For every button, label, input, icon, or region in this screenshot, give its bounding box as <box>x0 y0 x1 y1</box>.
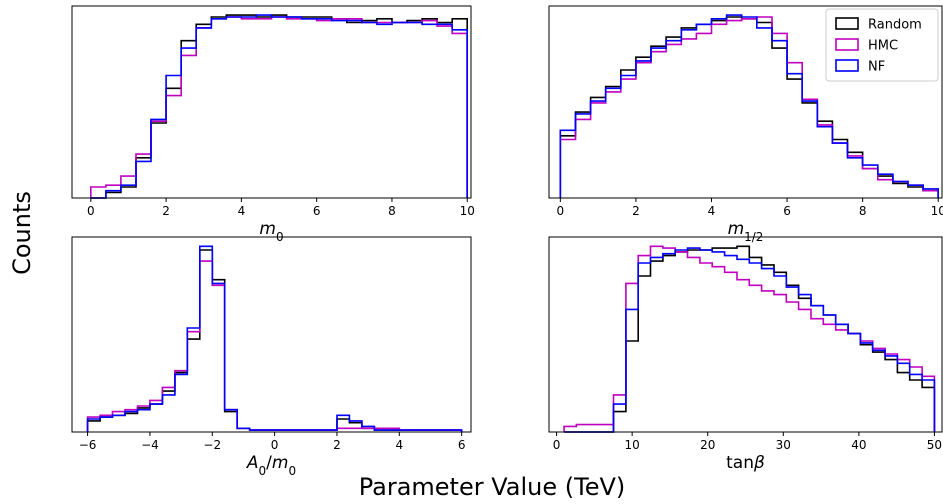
series-nf-step <box>564 247 936 433</box>
legend-swatch-hmc <box>835 38 859 51</box>
x-tick-label: 0 <box>553 438 561 452</box>
x-tick-label: 10 <box>624 438 639 452</box>
series-random-step <box>90 14 468 199</box>
legend: Random HMC NF <box>825 8 939 82</box>
series-hmc-step <box>86 260 463 432</box>
x-axis-label: A0/m0 <box>246 453 296 478</box>
figure-ylabel: Counts <box>8 191 36 275</box>
x-tick-label: 6 <box>783 204 791 218</box>
x-tick-label: 20 <box>700 438 715 452</box>
x-tick-label: 10 <box>931 204 943 218</box>
x-tick-label: −2 <box>203 438 221 452</box>
axes-frame <box>71 5 472 199</box>
axes-frame <box>548 236 943 433</box>
series-nf-step <box>559 14 939 198</box>
x-axis-label: m0 <box>259 219 283 244</box>
series-nf-step <box>86 245 463 432</box>
x-tick-label: 4 <box>395 438 403 452</box>
x-tick-label: 2 <box>162 204 170 218</box>
panel-4: 0 10 20 30 40 50 tanβ <box>548 236 943 473</box>
figure-xlabel: Parameter Value (TeV) <box>359 473 626 501</box>
series-random-step <box>86 249 463 432</box>
axes-frame <box>548 5 943 199</box>
x-tick-label: 8 <box>388 204 396 218</box>
x-tick-label: 6 <box>313 204 321 218</box>
axes-frame <box>71 236 472 433</box>
x-tick-label: −6 <box>79 438 97 452</box>
legend-label-random: Random <box>868 18 922 33</box>
x-tick-label: 4 <box>708 204 716 218</box>
x-tick-label: 0 <box>271 438 279 452</box>
series-hmc-step <box>563 245 936 432</box>
x-tick-label: 10 <box>460 204 475 218</box>
legend-swatch-random <box>835 17 859 30</box>
panel-1: 0 2 4 6 8 10 m0 <box>71 5 475 244</box>
x-tick-label: 4 <box>238 204 246 218</box>
x-tick-label: 40 <box>851 438 866 452</box>
x-tick-label: 6 <box>458 438 466 452</box>
legend-box <box>825 8 939 82</box>
x-tick-label: 50 <box>927 438 942 452</box>
series-nf-step <box>90 14 468 199</box>
x-tick-label: 8 <box>859 204 867 218</box>
legend-label-hmc: HMC <box>868 39 898 54</box>
x-axis-label: m1/2 <box>728 219 764 244</box>
x-tick-label: 0 <box>557 204 565 218</box>
x-tick-label: 30 <box>776 438 791 452</box>
x-tick-label: −4 <box>141 438 159 452</box>
panel-3: −6 −4 −2 0 2 4 6 A0/m0 <box>71 236 472 478</box>
legend-swatch-nf <box>835 59 859 72</box>
series-random-step <box>564 245 936 433</box>
x-tick-label: 2 <box>333 438 341 452</box>
series-hmc-step <box>90 16 468 198</box>
x-tick-label: 0 <box>87 204 95 218</box>
legend-label-nf: NF <box>868 60 885 75</box>
x-axis-label: tanβ <box>726 453 765 473</box>
x-tick-label: 2 <box>632 204 640 218</box>
panel-2: 0 2 4 6 8 10 m1/2 <box>548 5 943 244</box>
